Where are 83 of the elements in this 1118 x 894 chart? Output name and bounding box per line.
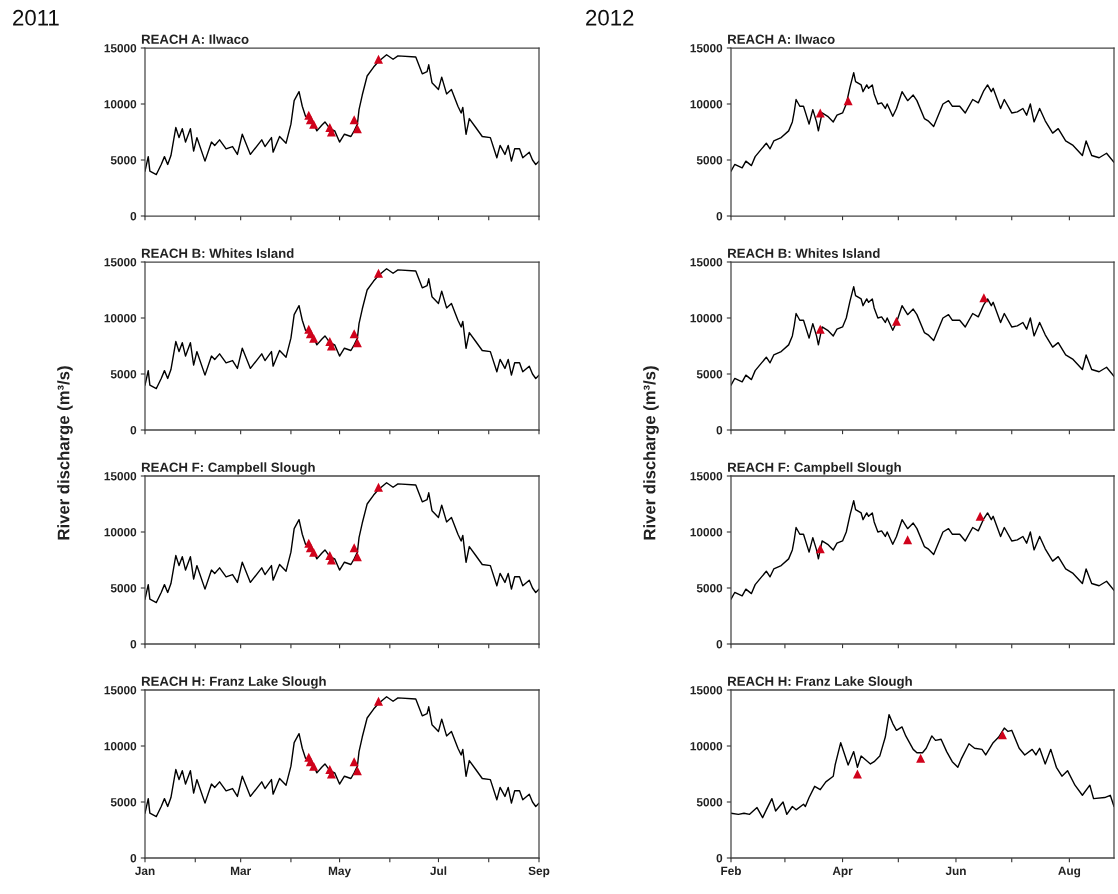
- y-tick-label: 0: [130, 426, 137, 435]
- y-tick-label: 5000: [110, 370, 137, 379]
- y-tick-label: 15000: [690, 258, 723, 267]
- y-tick-label: 10000: [690, 314, 723, 323]
- y-axis-title: River discharge (m³/s): [643, 366, 659, 540]
- point: [349, 329, 359, 339]
- point: [975, 511, 985, 521]
- point: [352, 124, 362, 134]
- y-tick-label: 15000: [104, 44, 137, 53]
- y-tick-label: 0: [130, 640, 137, 649]
- y-tick-label: 5000: [110, 584, 137, 593]
- point: [852, 769, 862, 779]
- point: [349, 115, 359, 125]
- y-tick-label: 15000: [690, 472, 723, 481]
- point: [815, 324, 825, 334]
- chart-title: REACH B: Whites Island: [728, 248, 880, 258]
- point: [349, 543, 359, 553]
- y-tick-label: 10000: [690, 742, 723, 751]
- line-series: [145, 482, 539, 604]
- chart-title: REACH F: Campbell Slough: [141, 462, 315, 475]
- point: [309, 333, 319, 343]
- point: [891, 316, 901, 326]
- y-tick-label: 5000: [696, 584, 723, 593]
- x-tick-label: Sep: [528, 866, 550, 878]
- line-series: [731, 713, 1114, 819]
- point: [373, 482, 383, 492]
- y-axis-title: River discharge (m³/s): [57, 366, 73, 540]
- y-tick-label: 10000: [104, 742, 137, 751]
- y-tick-label: 10000: [690, 528, 723, 537]
- point: [373, 696, 383, 706]
- chart-title: REACH B: Whites Island: [141, 248, 294, 258]
- y-tick-label: 15000: [104, 686, 137, 695]
- y-tick-label: 15000: [690, 686, 723, 695]
- text: 2011: [13, 9, 59, 26]
- chart-title: REACH A: Ilwaco: [728, 34, 835, 44]
- y-tick-label: 15000: [104, 258, 137, 267]
- line-series: [145, 54, 539, 176]
- text: 2012: [586, 9, 634, 26]
- x-tick-label: Jun: [945, 866, 966, 875]
- point: [309, 547, 319, 557]
- point: [997, 730, 1007, 740]
- y-tick-label: 5000: [110, 156, 137, 165]
- x-tick-label: Mar: [230, 866, 251, 875]
- line-series: [145, 268, 539, 390]
- chart-title: REACH H: Franz Lake Slough: [728, 676, 912, 689]
- x-tick-label: May: [328, 866, 351, 878]
- x-tick-label: Aug: [1058, 866, 1081, 878]
- y-tick-label: 10000: [690, 100, 723, 109]
- x-tick-label: Jul: [430, 866, 447, 875]
- y-tick-label: 10000: [104, 100, 137, 109]
- y-tick-label: 0: [716, 212, 723, 221]
- y-tick-label: 5000: [696, 798, 723, 807]
- x-tick-label: Jan: [135, 866, 155, 875]
- chart-title: REACH F: Campbell Slough: [728, 462, 901, 475]
- point: [309, 119, 319, 129]
- point: [352, 766, 362, 776]
- y-tick-label: 0: [716, 640, 723, 649]
- y-tick-label: 0: [130, 212, 137, 221]
- y-tick-label: 15000: [104, 472, 137, 481]
- point: [352, 552, 362, 562]
- y-tick-label: 0: [716, 854, 723, 863]
- x-tick-label: Apr: [832, 866, 853, 878]
- line-series: [731, 285, 1114, 386]
- point: [373, 268, 383, 278]
- point: [373, 54, 383, 64]
- line-series: [145, 696, 539, 818]
- point: [916, 753, 926, 763]
- point: [352, 338, 362, 348]
- y-tick-label: 10000: [104, 528, 137, 537]
- y-tick-label: 15000: [690, 44, 723, 53]
- y-tick-label: 5000: [110, 798, 137, 807]
- y-tick-label: 0: [716, 426, 723, 435]
- line-series: [731, 71, 1114, 172]
- chart-title: REACH A: Ilwaco: [141, 34, 249, 44]
- point: [349, 757, 359, 767]
- y-tick-label: 5000: [696, 156, 723, 165]
- y-tick-label: 5000: [696, 370, 723, 379]
- chart-title: REACH H: Franz Lake Slough: [141, 676, 326, 689]
- line-series: [731, 499, 1114, 600]
- y-tick-label: 0: [130, 854, 137, 863]
- point: [309, 761, 319, 771]
- y-tick-label: 10000: [104, 314, 137, 323]
- x-tick-label: Feb: [721, 866, 742, 875]
